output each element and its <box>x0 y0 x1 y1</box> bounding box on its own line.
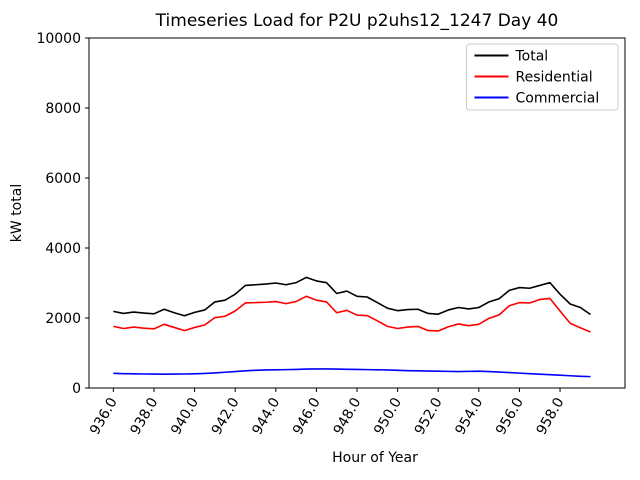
y-tick-label: 4000 <box>45 241 81 257</box>
x-tick-label: 940.0 <box>168 395 202 438</box>
x-tick-label: 944.0 <box>249 395 283 438</box>
series-line-commercial <box>113 368 591 378</box>
x-tick-label: 942.0 <box>209 395 243 438</box>
x-tick-label: 956.0 <box>493 395 527 438</box>
x-tick-label: 954.0 <box>452 395 486 438</box>
legend-label-total: Total <box>515 49 549 65</box>
x-tick-label: 958.0 <box>534 395 568 438</box>
series-line-total <box>113 276 591 317</box>
legend-label-commercial: Commercial <box>516 91 600 107</box>
x-tick-label: 938.0 <box>128 395 162 438</box>
plot-area-group: 0 2000 4000 6000 8000 10000 936.0 938.0 940.0 942… <box>36 31 626 438</box>
x-tick-label: 946.0 <box>290 395 324 438</box>
legend-label-residential: Residential <box>516 70 593 86</box>
y-tick-label: 2000 <box>45 311 81 327</box>
x-tick-label: 952.0 <box>412 395 446 438</box>
x-tick-label: 936.0 <box>87 395 121 438</box>
x-tick-label: 950.0 <box>371 395 405 438</box>
x-axis-label: Hour of Year <box>332 450 418 466</box>
y-tick-label: 10000 <box>36 31 81 47</box>
y-tick-label: 8000 <box>45 101 81 117</box>
y-tick-label: 6000 <box>45 171 81 187</box>
chart-title: Timeseries Load for P2U p2uhs12_1247 Day… <box>155 11 559 31</box>
y-tick-label: 0 <box>72 381 81 397</box>
x-tick-label: 948.0 <box>331 395 365 438</box>
y-axis-label: kW total <box>9 184 25 242</box>
series-line-residential <box>113 295 591 333</box>
legend-box <box>466 43 619 111</box>
